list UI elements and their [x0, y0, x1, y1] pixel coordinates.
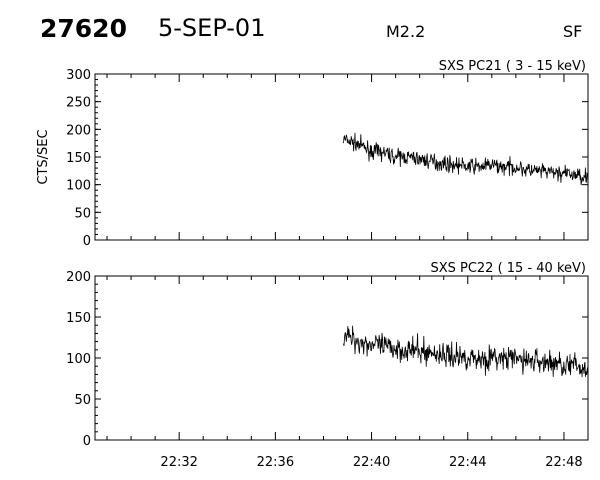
pc21-y-axis-label: CTS/SEC — [36, 129, 51, 184]
x-tick-label: 22:32 — [160, 455, 197, 470]
observation-date: 5-SEP-01 — [158, 14, 266, 42]
pc22-y-tick-label: 100 — [66, 352, 91, 367]
pc22-panel-title: SXS PC22 ( 15 - 40 keV) — [430, 261, 586, 276]
pc22-y-tick-label: 200 — [66, 270, 91, 285]
flag-label: SF — [563, 22, 583, 41]
x-tick-label: 22:44 — [449, 455, 486, 470]
x-tick-label: 22:36 — [257, 455, 294, 470]
pc22-y-tick-label: 150 — [66, 311, 91, 326]
flare-class: M2.2 — [386, 22, 426, 41]
pc21-y-tick-label: 200 — [66, 123, 91, 138]
pc21-count-rate-line — [343, 132, 589, 186]
x-tick-label: 22:48 — [545, 455, 582, 470]
pc21-y-tick-label: 0 — [83, 234, 91, 249]
pc22-plot-frame — [94, 275, 589, 441]
x-tick-label: 22:40 — [353, 455, 390, 470]
pc21-y-tick-label: 250 — [66, 96, 91, 111]
pc21-y-tick-label: 50 — [74, 206, 91, 221]
event-number: 27620 — [40, 14, 127, 43]
pc21-y-tick-label: 150 — [66, 151, 91, 166]
pc21-plot-frame — [94, 73, 589, 241]
pc21-y-tick-label: 300 — [66, 68, 91, 83]
pc22-count-rate-line — [343, 325, 589, 378]
pc22-y-tick-label: 0 — [83, 434, 91, 449]
pc22-y-tick-label: 50 — [74, 393, 91, 408]
pc21-panel-title: SXS PC21 ( 3 - 15 keV) — [439, 59, 586, 74]
pc21-y-tick-label: 100 — [66, 179, 91, 194]
